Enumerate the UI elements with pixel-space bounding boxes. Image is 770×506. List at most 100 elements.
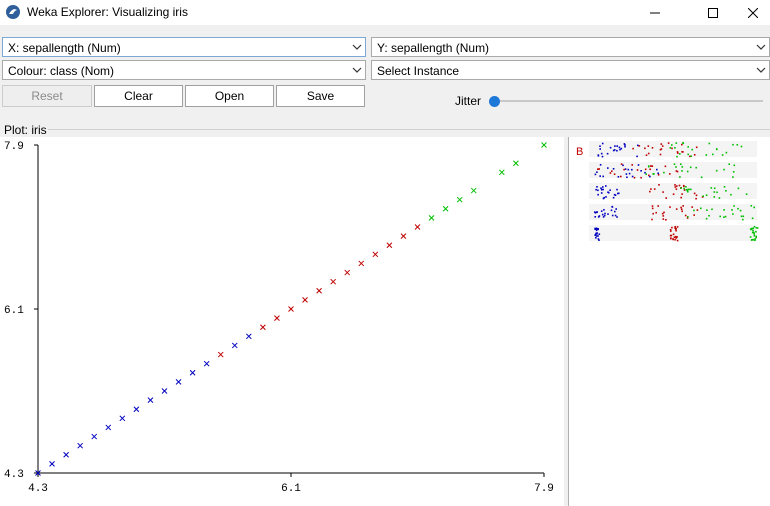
data-point[interactable] <box>541 142 547 148</box>
data-point[interactable] <box>203 360 210 367</box>
y-tick-label: 6.1 <box>4 305 24 317</box>
strip-dot <box>597 168 599 170</box>
minimize-button[interactable] <box>632 0 678 25</box>
data-point[interactable] <box>386 242 393 249</box>
strip-dot <box>611 214 614 217</box>
strip-dot <box>647 145 650 147</box>
strip-dot <box>620 175 622 178</box>
strip-dot <box>618 146 621 149</box>
data-point[interactable] <box>49 461 55 467</box>
strip-dot <box>682 151 684 153</box>
data-point[interactable] <box>175 379 182 385</box>
data-point[interactable] <box>35 470 41 476</box>
reset-button[interactable]: Reset <box>2 85 92 107</box>
strip-dot <box>669 206 671 208</box>
data-point[interactable] <box>105 424 112 431</box>
data-point[interactable] <box>358 260 365 267</box>
strip-dot <box>607 213 609 215</box>
data-point[interactable] <box>302 297 308 303</box>
strip-dot <box>745 193 748 195</box>
maximize-button[interactable] <box>690 0 736 25</box>
strip-dot <box>671 226 673 229</box>
data-point[interactable] <box>77 442 84 449</box>
data-point[interactable] <box>330 278 337 285</box>
data-point[interactable] <box>400 233 407 239</box>
data-point[interactable] <box>316 287 322 294</box>
strip-dot <box>683 187 685 190</box>
data-point[interactable] <box>274 315 280 321</box>
data-point[interactable] <box>245 333 252 340</box>
plot-label: Plot: iris <box>4 123 47 137</box>
strip-dot <box>674 238 676 241</box>
clear-button[interactable]: Clear <box>94 85 183 107</box>
strip-dot <box>756 227 759 229</box>
strip-dot <box>693 214 695 216</box>
data-point[interactable] <box>442 205 449 212</box>
data-point[interactable] <box>63 451 69 458</box>
data-point[interactable] <box>288 306 294 312</box>
data-point[interactable] <box>456 196 463 203</box>
strip-dot <box>617 192 619 195</box>
scatter-plot[interactable]: 4.3 6.1 7.9 4.3 6.1 7.9 <box>0 137 564 506</box>
data-point[interactable] <box>470 187 477 194</box>
strip-dot <box>663 211 665 214</box>
data-point[interactable] <box>372 251 379 258</box>
strip-dot <box>594 234 596 236</box>
data-point[interactable] <box>513 160 519 167</box>
strip-dot <box>711 208 713 211</box>
strip-dot <box>617 176 620 178</box>
instance-select[interactable]: Select Instance <box>371 60 770 80</box>
strip-dot <box>656 168 658 171</box>
plot-separator <box>48 129 770 130</box>
save-button[interactable]: Save <box>276 85 365 107</box>
strip-dot <box>718 197 721 199</box>
data-point[interactable] <box>91 433 98 440</box>
data-point[interactable] <box>498 169 505 176</box>
data-point[interactable] <box>147 397 154 403</box>
data-point[interactable] <box>414 224 421 230</box>
y-axis-select[interactable]: Y: sepallength (Num) <box>371 37 770 57</box>
strip-dot <box>733 164 736 167</box>
strip-dot <box>624 168 627 170</box>
strip-dot <box>695 194 698 197</box>
strip-dot <box>648 174 650 177</box>
jitter-slider-track[interactable] <box>490 100 763 102</box>
data-point[interactable] <box>344 269 351 276</box>
strip-dot <box>625 173 628 175</box>
data-point[interactable] <box>119 415 126 422</box>
data-point[interactable] <box>217 351 224 358</box>
jitter-slider-handle[interactable] <box>489 96 500 107</box>
strip-dot <box>672 238 674 241</box>
legend-marker: B <box>576 146 583 158</box>
colour-select[interactable]: Colour: class (Nom) <box>2 60 366 80</box>
strip-dot <box>605 196 607 198</box>
strip-dot <box>644 171 646 174</box>
strip-dot <box>751 231 754 234</box>
strip-dot <box>675 229 677 232</box>
strip-dot <box>679 153 681 155</box>
strip-dot <box>710 187 713 189</box>
plot-background <box>0 137 564 506</box>
chevron-down-icon <box>352 67 362 73</box>
x-axis-select[interactable]: X: sepallength (Num) <box>2 37 366 57</box>
open-button[interactable]: Open <box>185 85 274 107</box>
data-point[interactable] <box>189 369 196 376</box>
data-point[interactable] <box>161 388 168 394</box>
strip-dot <box>680 163 682 165</box>
data-point[interactable] <box>231 342 238 349</box>
close-button[interactable] <box>730 0 770 25</box>
strip-dot <box>755 227 758 229</box>
strip-dot <box>597 155 600 157</box>
strip-dot <box>632 147 634 150</box>
class-panel[interactable]: B <box>568 137 770 506</box>
strip-dot <box>721 154 724 156</box>
strip-dot <box>705 154 708 156</box>
strip-dot <box>687 146 689 148</box>
data-point[interactable] <box>133 406 140 413</box>
strip-dot <box>616 216 618 218</box>
data-point[interactable] <box>428 215 435 221</box>
strip-dot <box>662 215 665 217</box>
strip-dot <box>624 144 626 146</box>
data-point[interactable] <box>260 324 266 331</box>
strip-dot <box>705 217 708 220</box>
